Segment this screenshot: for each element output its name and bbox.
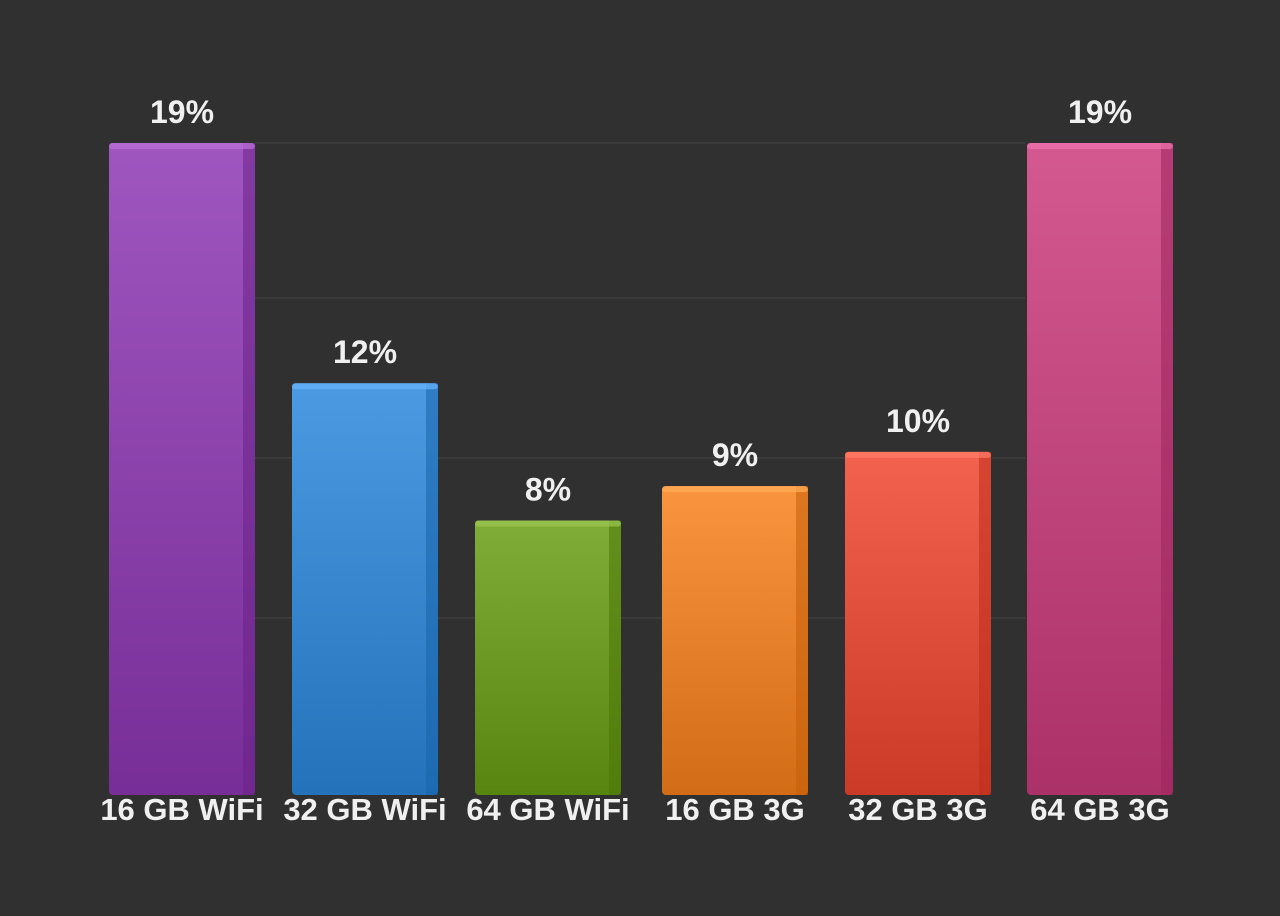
value-label: 8% [525, 471, 571, 507]
category-label: 16 GB 3G [665, 792, 805, 827]
value-label: 9% [712, 437, 758, 473]
bar [109, 143, 255, 795]
bar [1027, 143, 1173, 795]
bar [292, 383, 438, 795]
value-label: 19% [1068, 94, 1132, 130]
value-label: 19% [150, 94, 214, 130]
category-label: 16 GB WiFi [100, 792, 263, 827]
category-label: 64 GB WiFi [466, 792, 629, 827]
value-label: 10% [886, 403, 950, 439]
category-label: 32 GB WiFi [283, 792, 446, 827]
category-label: 32 GB 3G [848, 792, 988, 827]
bar-layer [109, 143, 1173, 795]
bar [475, 520, 621, 795]
value-label: 12% [333, 334, 397, 370]
bar [845, 451, 991, 795]
bar [662, 486, 808, 795]
label-layer: 19% 16 GB WiFi 12% 32 GB WiFi 8% 64 GB WiFi 9%… [100, 94, 1169, 827]
category-label: 64 GB 3G [1030, 792, 1170, 827]
